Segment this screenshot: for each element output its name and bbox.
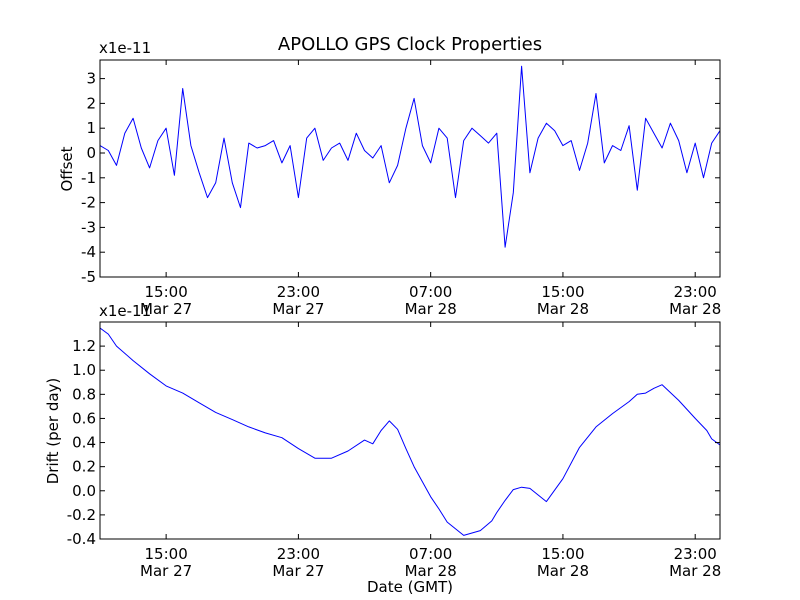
drift-x-tick-time-label: 23:00 [277,545,320,563]
drift-scale-label: x1e-11 [99,302,151,320]
offset-series-line [100,65,720,248]
offset-y-tick-label: -5 [81,268,96,286]
drift-x-tick-date-label: Mar 27 [272,562,324,580]
offset-y-tick-label: -1 [81,169,96,187]
offset-y-tick-label: -2 [81,194,96,212]
offset-y-tick-label: 2 [86,94,96,112]
drift-y-tick-label: -0.4 [67,530,96,548]
offset-x-tick-date-label: Mar 27 [272,300,324,318]
offset-y-tick-label: 1 [86,119,96,137]
drift-y-tick-label: 1.2 [72,337,96,355]
offset-y-tick-label: -4 [81,243,96,261]
offset-y-tick-label: -3 [81,218,96,236]
offset-x-tick-date-label: Mar 27 [140,300,192,318]
offset-x-tick-date-label: Mar 28 [537,300,589,318]
drift-x-tick-date-label: Mar 28 [405,562,457,580]
offset-scale-label: x1e-11 [99,39,151,57]
chart-title: APOLLO GPS Clock Properties [278,34,542,55]
drift-x-tick-date-label: Mar 27 [140,562,192,580]
offset-x-tick-date-label: Mar 28 [405,300,457,318]
drift-y-tick-label: 0.8 [72,385,96,403]
drift-y-tick-label: 0.2 [72,458,96,476]
drift-y-tick-label: 0.4 [72,434,96,452]
offset-panel: APOLLO GPS Clock Properties x1e-11 Offse… [58,34,721,318]
drift-panel: x1e-11 Drift (per day) Date (GMT) 1.2 1.0… [44,302,721,596]
offset-x-tick-time-label: 15:00 [145,283,188,301]
offset-y-tick-label: 3 [86,70,96,88]
offset-x-tick-time-label: 07:00 [409,283,452,301]
offset-plot-frame [99,59,721,278]
offset-x-tick-date-label: Mar 28 [669,300,721,318]
offset-x-tick-time-label: 15:00 [541,283,584,301]
drift-x-tick-time-label: 15:00 [145,545,188,563]
drift-x-tick-time-label: 23:00 [674,545,717,563]
drift-y-tick-label: 0.0 [72,482,96,500]
drift-x-tick-time-label: 07:00 [409,545,452,563]
drift-y-tick-label: 0.6 [72,409,96,427]
offset-x-tick-time-label: 23:00 [277,283,320,301]
drift-y-tick-label: -0.2 [67,506,96,524]
drift-plot-frame [99,321,721,540]
drift-y-tick-label: 1.0 [72,361,96,379]
drift-x-tick-date-label: Mar 28 [669,562,721,580]
drift-x-axis-label: Date (GMT) [367,578,453,596]
drift-series-line [100,327,720,536]
drift-y-axis-label: Drift (per day) [44,378,62,485]
drift-x-tick-time-label: 15:00 [541,545,584,563]
drift-x-tick-date-label: Mar 28 [537,562,589,580]
offset-y-axis-label: Offset [58,146,76,191]
offset-y-tick-label: 0 [86,144,96,162]
offset-x-tick-time-label: 23:00 [674,283,717,301]
